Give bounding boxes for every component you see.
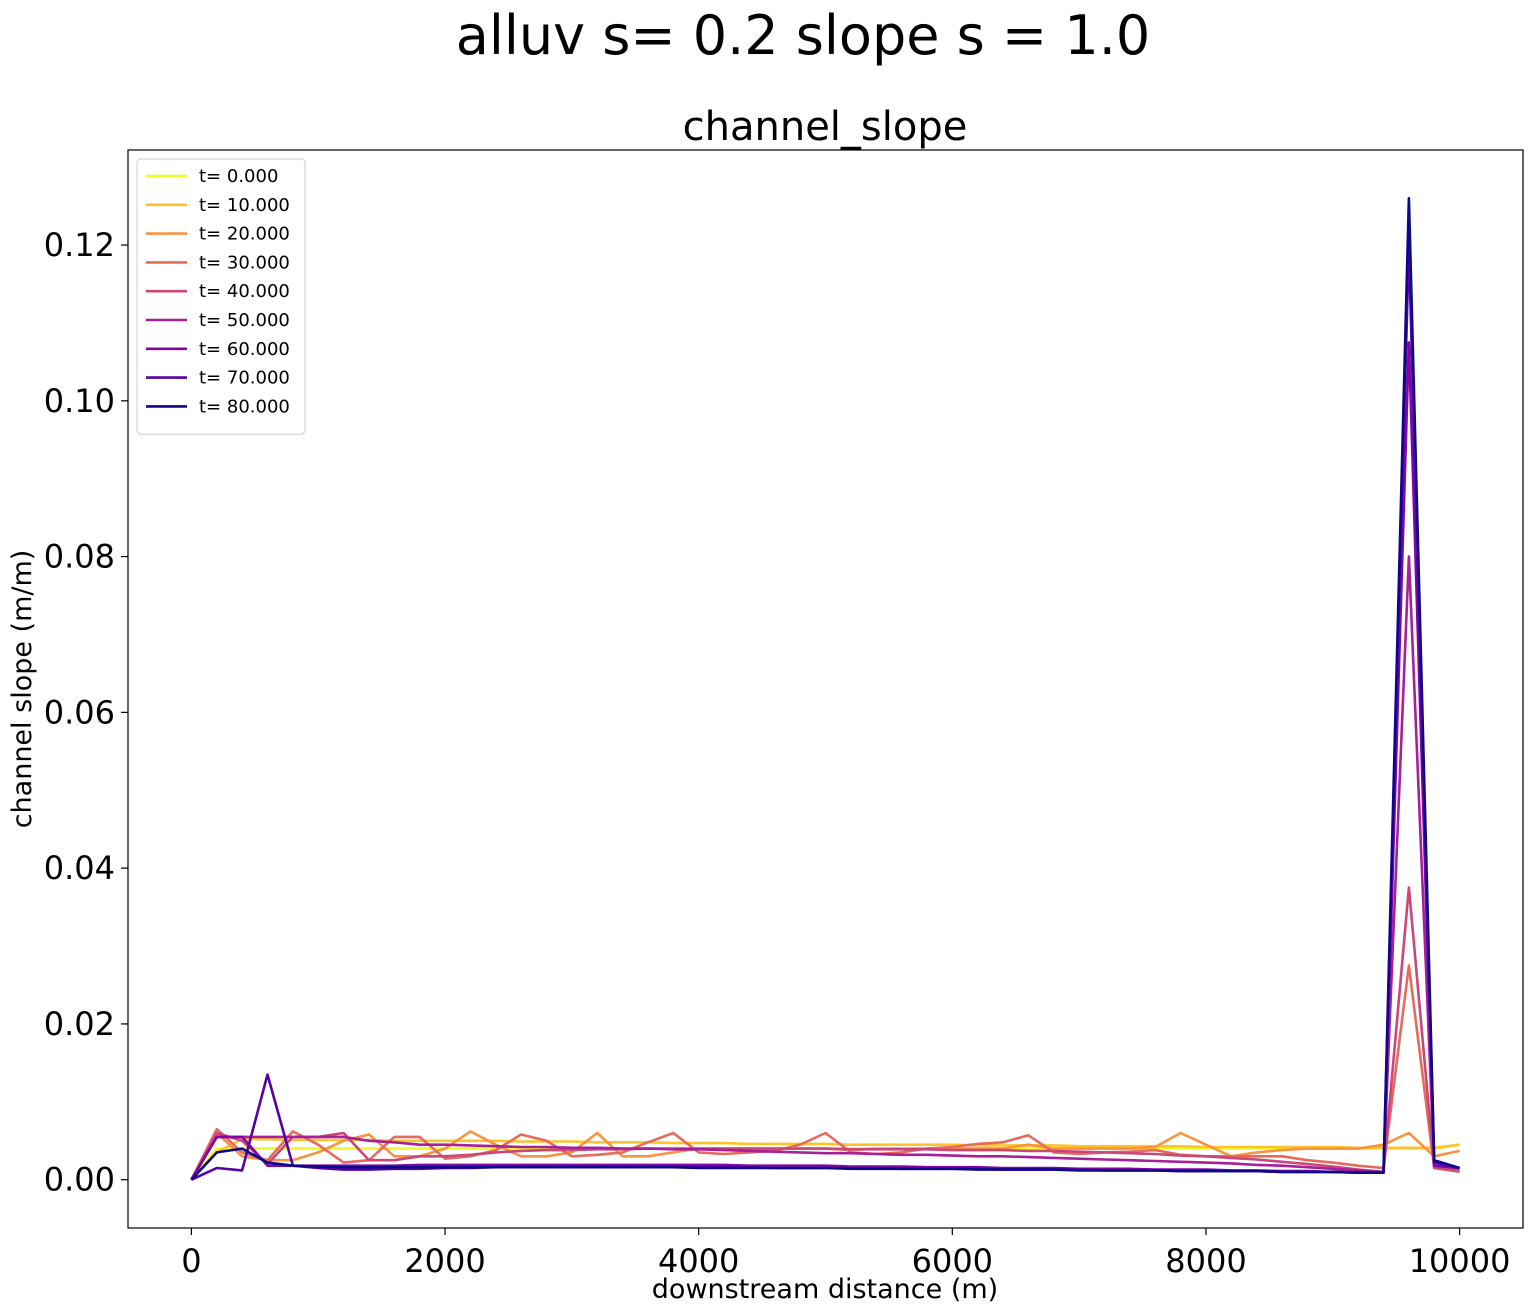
legend-box	[136, 158, 306, 435]
legend-label-1: t= 10.000	[199, 195, 290, 216]
y-tick-label: 0.04	[44, 849, 115, 887]
series-line-7	[190, 243, 1460, 1181]
x-tick-label: 8000	[1165, 1242, 1246, 1280]
x-tick-label: 4000	[658, 1242, 739, 1280]
series-line-4	[190, 886, 1460, 1181]
series-line-8	[190, 197, 1460, 1181]
chart-title: channel_slope	[683, 104, 968, 150]
plot-frame	[127, 149, 1524, 1229]
legend-label-7: t= 70.000	[199, 368, 290, 389]
figure-suptitle: alluv s= 0.2 slope s = 1.0	[456, 4, 1150, 67]
y-tick-label: 0.06	[44, 693, 115, 731]
y-tick-label: 0.08	[44, 538, 115, 576]
x-tick-label: 0	[181, 1242, 201, 1280]
series-line-3	[190, 964, 1460, 1181]
x-tick-label: 2000	[404, 1242, 485, 1280]
legend-label-3: t= 30.000	[199, 252, 290, 273]
y-tick-label: 0.00	[44, 1161, 115, 1199]
x-axis-label: downstream distance (m)	[652, 1274, 998, 1305]
y-tick-label: 0.02	[44, 1005, 115, 1043]
x-tick-label: 10000	[1409, 1242, 1511, 1280]
x-axis-ticks: 0 2000 4000 6000 8000 10000	[181, 1228, 1510, 1280]
y-axis-label: channel slope (m/m)	[7, 550, 38, 829]
legend-label-2: t= 20.000	[199, 224, 290, 245]
y-axis-ticks: 0.00 0.02 0.04 0.06 0.08 0.10 0.12	[44, 226, 128, 1199]
legend-label-0: t= 0.000	[199, 166, 278, 187]
x-tick-label: 6000	[912, 1242, 993, 1280]
legend-label-4: t= 40.000	[199, 281, 290, 302]
y-tick-label: 0.12	[44, 226, 115, 264]
legend-label-6: t= 60.000	[199, 339, 290, 360]
series-line-5	[190, 555, 1460, 1181]
legend: t= 0.000 t= 10.000 t= 20.000 t= 30.000 t= 40…	[136, 158, 306, 435]
legend-label-5: t= 50.000	[199, 310, 290, 331]
series-line-6	[190, 341, 1460, 1181]
series-line-1	[190, 1137, 1460, 1181]
y-tick-label: 0.10	[44, 382, 115, 420]
plot-area	[190, 197, 1460, 1181]
legend-label-8: t= 80.000	[199, 396, 290, 417]
series-layer	[190, 197, 1460, 1181]
